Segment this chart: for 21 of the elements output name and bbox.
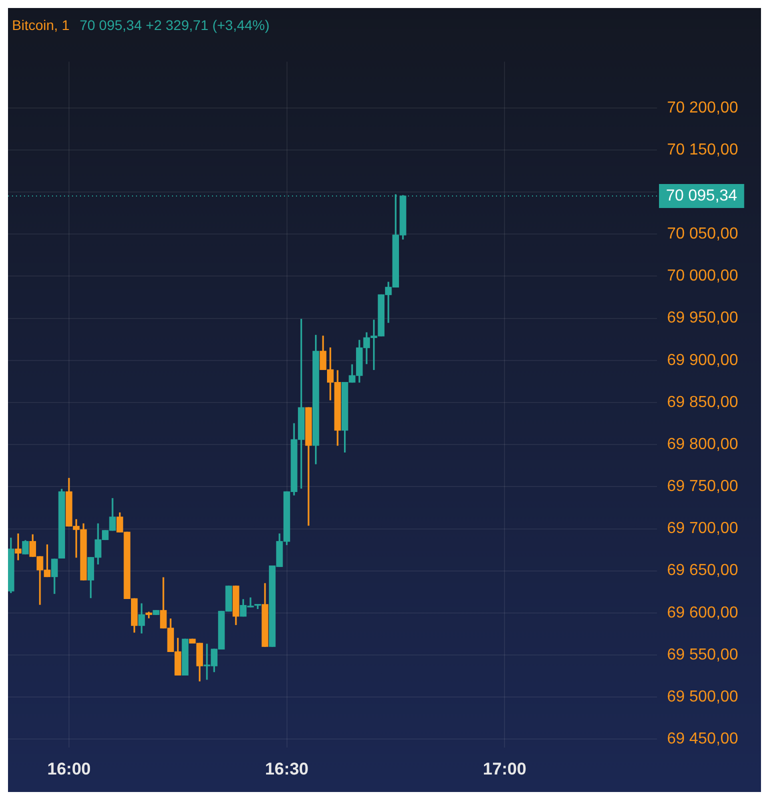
y-tick-label: 69 950,00 [667,310,738,327]
y-tick-label: 70 000,00 [667,268,738,285]
x-tick-label: 16:00 [47,759,91,778]
y-tick-label: 69 650,00 [667,562,738,580]
y-tick-label: 69 750,00 [667,478,738,496]
y-tick-label: 70 050,00 [667,226,738,243]
y-tick-label: 70 150,00 [667,141,738,158]
y-tick-label: 69 550,00 [667,646,738,664]
y-tick-label: 69 900,00 [667,352,738,369]
y-tick-label: 69 700,00 [667,520,738,538]
chart-subtitle: 70 095,34 +2 329,71 (+3,44%) [80,17,270,33]
chart-title: Bitcoin, 1 [12,17,70,33]
y-tick-label: 69 800,00 [667,436,738,453]
y-tick-label: 70 200,00 [667,99,738,116]
x-tick-label: 16:30 [265,759,309,778]
y-tick-label: 69 450,00 [667,730,738,748]
x-tick-label: 17:00 [482,759,526,778]
y-tick-label: 69 600,00 [667,604,738,622]
y-tick-label: 69 500,00 [667,688,738,706]
y-tick-label: 69 850,00 [667,394,738,411]
ref-line-label: 70 095,34 [666,187,738,204]
